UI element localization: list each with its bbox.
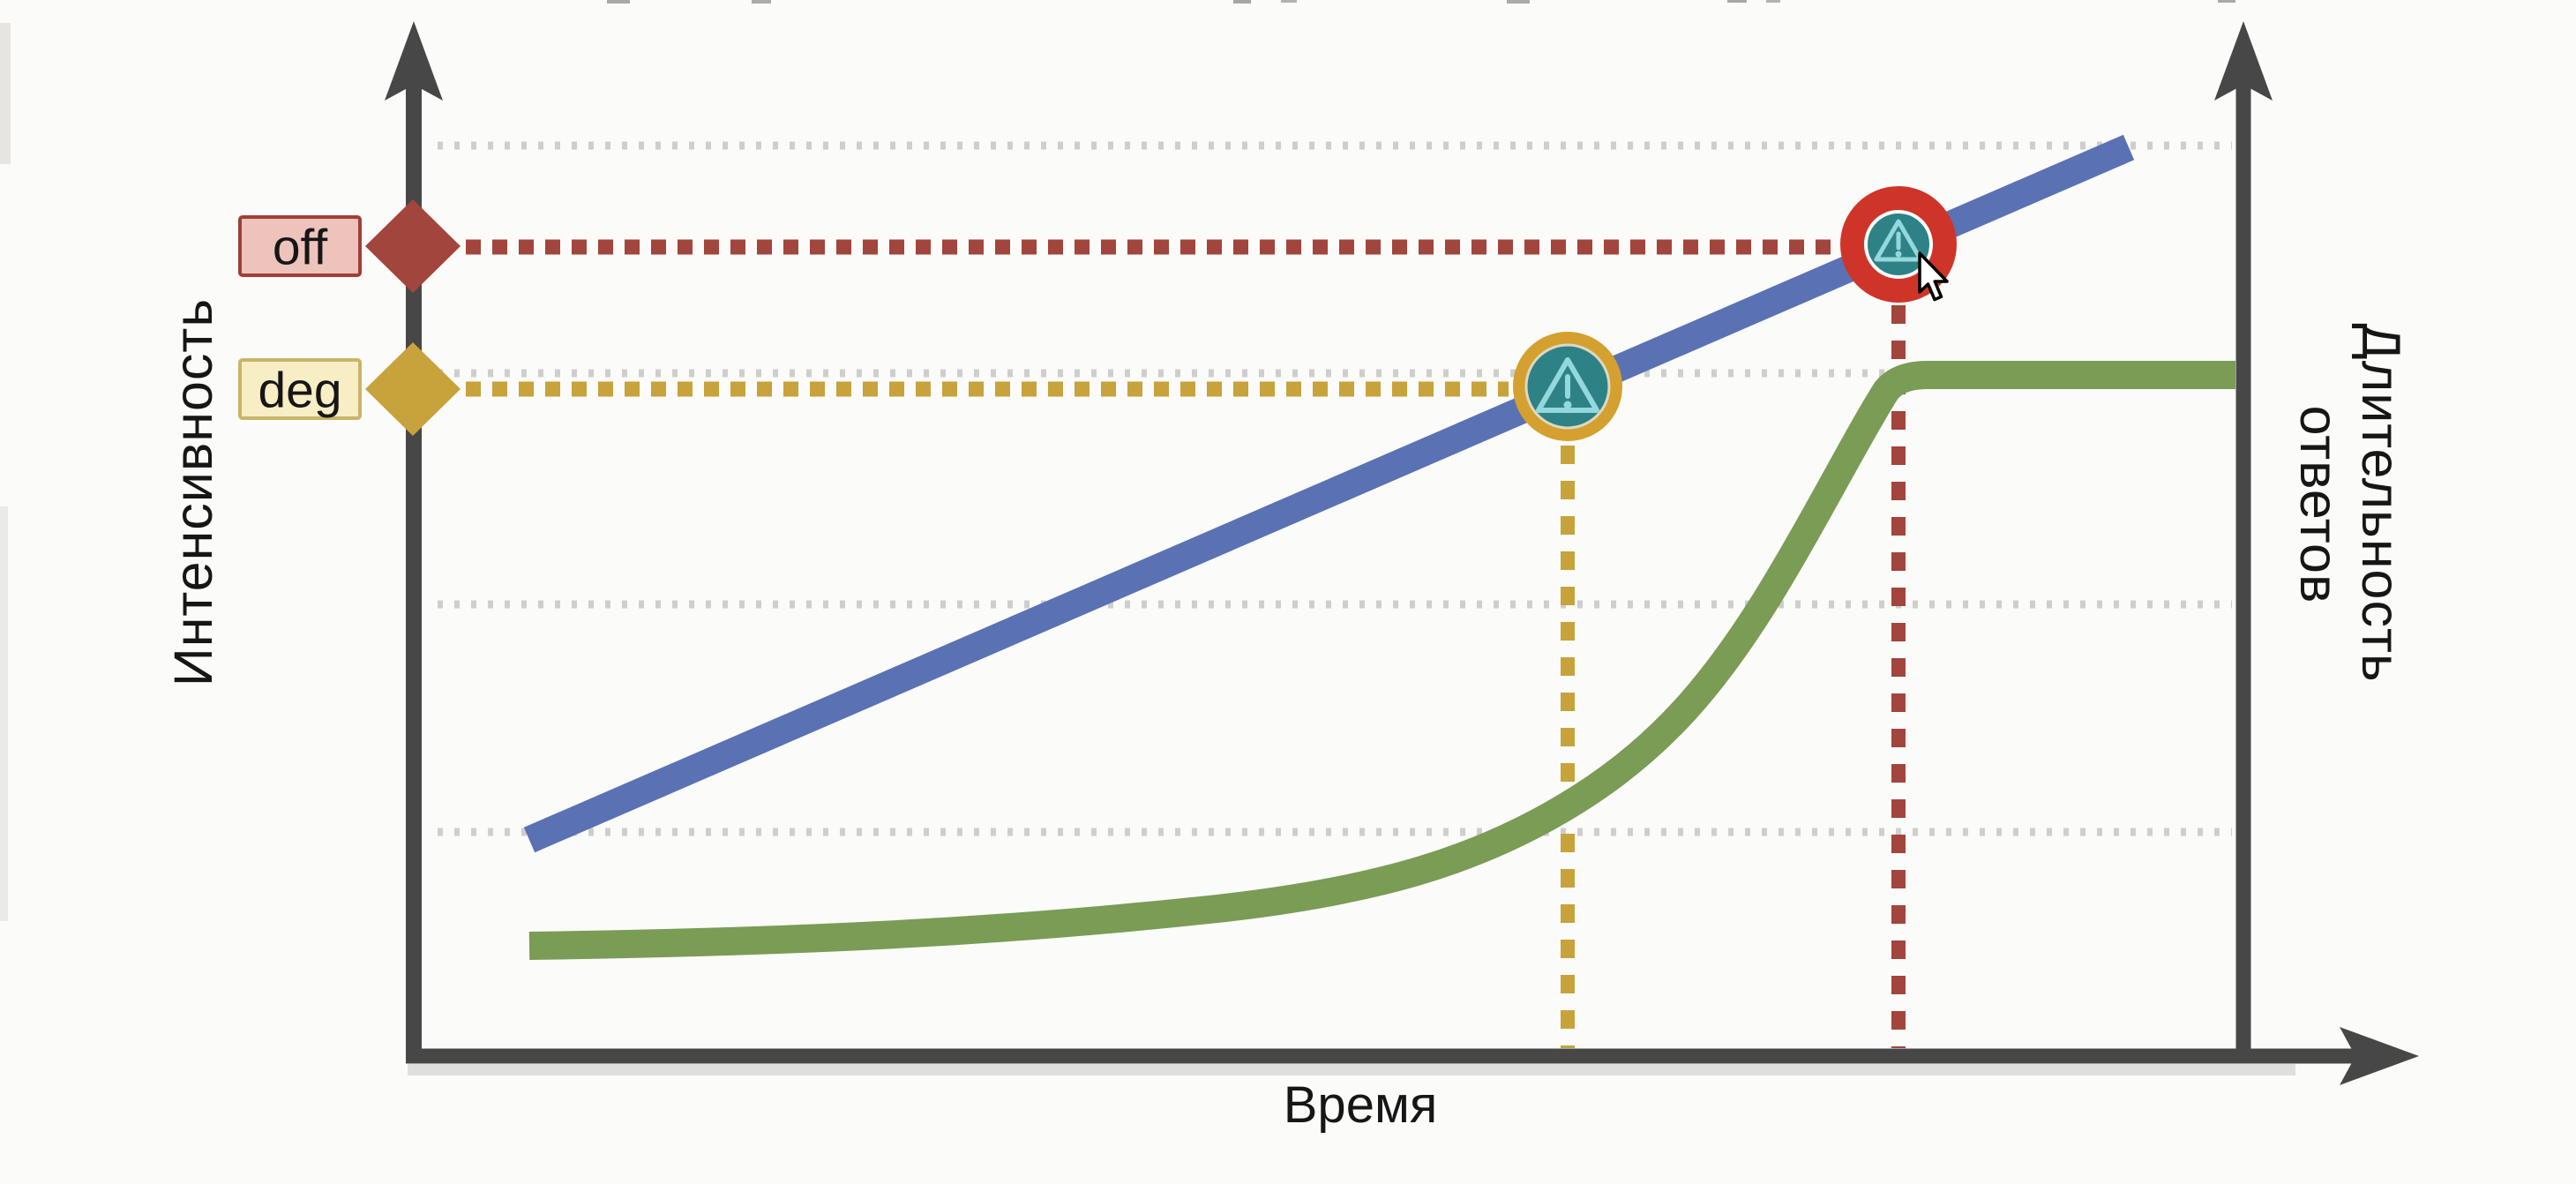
x-axis-arrow-icon: [2340, 1027, 2419, 1085]
left-edge-artifacts: [0, 23, 11, 921]
warning-triangle-icon: [1536, 357, 1599, 413]
x-axis-shadow: [408, 1064, 2295, 1075]
warning-triangle-icon: [1874, 219, 1923, 262]
right-axis-title-line2: ответов: [2289, 406, 2349, 604]
left-axis-title: Интенсивность: [163, 298, 223, 686]
deg-label: deg: [258, 363, 341, 419]
deg-threshold-tag: deg: [238, 342, 461, 436]
right-axis-title-line1: Длительность: [2351, 323, 2411, 682]
axes: [385, 21, 2419, 1085]
left-y-axis-arrow-icon: [385, 21, 443, 101]
response-duration-curve: [528, 361, 2235, 960]
deg-diamond-icon: [365, 342, 461, 436]
off-threshold-tag: off: [238, 199, 461, 293]
off-label-box: [238, 215, 362, 277]
deg-warning-marker[interactable]: [1513, 332, 1622, 441]
deg-label-box: [238, 358, 362, 420]
clipped-text-artifacts: [607, 0, 2235, 4]
mouse-cursor-icon: [1918, 251, 1949, 302]
off-diamond-icon: [365, 199, 461, 293]
right-y-axis-arrow-icon: [2214, 21, 2273, 101]
off-warning-marker[interactable]: [1840, 186, 1957, 303]
warning-exclamation-dot: [1895, 251, 1902, 258]
off-label: off: [273, 220, 328, 276]
warning-exclamation-dot: [1563, 401, 1572, 409]
x-axis-title: Время: [1284, 1076, 1437, 1134]
